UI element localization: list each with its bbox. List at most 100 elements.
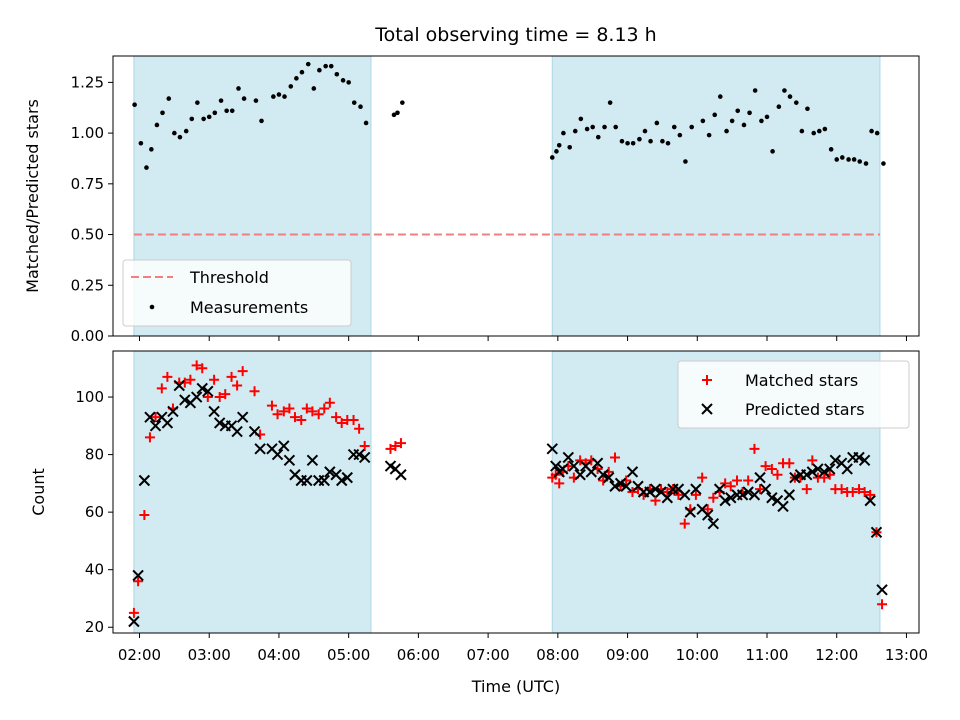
bottom-legend-box <box>677 360 910 429</box>
y-tick-label: 1.00 <box>71 124 104 142</box>
predicted-star-point <box>806 466 819 478</box>
matched-star-point <box>610 452 621 463</box>
matched-star-point <box>354 423 365 434</box>
measurement-point <box>358 104 363 110</box>
measurement-point <box>654 120 660 126</box>
measurement-point <box>735 108 741 114</box>
measurement-point <box>400 100 405 105</box>
measurement-point <box>602 124 607 130</box>
predicted-star-point <box>783 489 796 501</box>
matched-star-point <box>807 455 818 466</box>
matched-star-point <box>319 403 330 414</box>
x-tick-label: 08:00 <box>536 646 579 664</box>
predicted-star-point <box>812 463 824 475</box>
measurement-point <box>811 130 817 136</box>
matched-star-point <box>202 392 213 403</box>
matched-star-point <box>801 484 812 495</box>
matched-star-point <box>313 409 324 420</box>
measurement-point <box>549 155 555 160</box>
measurement-point <box>149 147 154 152</box>
predicted-star-point <box>557 463 569 475</box>
predicted-star-point <box>591 457 604 469</box>
measurement-point <box>881 161 886 166</box>
predicted-star-point <box>661 492 674 504</box>
matched-star-point <box>191 360 202 371</box>
measurement-point <box>340 78 346 83</box>
y-tick-label: 0.25 <box>71 276 104 294</box>
measurement-point <box>183 128 189 134</box>
predicted-star-point <box>725 492 737 504</box>
matched-star-point <box>220 389 231 400</box>
x-tick-label: 04:00 <box>257 646 300 664</box>
chart-title: Total observing time = 8.13 h <box>374 24 656 46</box>
predicted-star-point <box>679 489 691 501</box>
predicted-star-point <box>876 584 888 596</box>
predicted-star-point <box>173 379 185 392</box>
predicted-star-point <box>248 425 261 438</box>
predicted-star-point <box>138 474 151 487</box>
measurement-point <box>317 67 322 73</box>
predicted-star-point <box>213 417 226 429</box>
predicted-star-point <box>144 411 156 423</box>
measurement-point <box>759 118 764 124</box>
predicted-star-point <box>864 494 876 507</box>
matched-star-point <box>348 415 359 426</box>
measurement-point <box>619 138 625 144</box>
matched-star-point <box>272 409 283 420</box>
matched-star-point <box>266 400 277 411</box>
predicted-star-point <box>562 451 574 464</box>
measurement-point <box>793 100 799 105</box>
measurement-point <box>671 124 677 130</box>
measurement-point <box>160 110 165 116</box>
count-panel: 02:00 03:00 04:00 05:00 06:00 07:00 08:00 09:00… <box>29 350 928 664</box>
predicted-star-point <box>132 569 144 582</box>
measurement-point <box>305 61 311 67</box>
measurement-point <box>299 69 305 75</box>
predicted-star-point <box>353 448 365 461</box>
top-x-ticks <box>138 336 907 341</box>
measurement-point <box>689 124 695 130</box>
top-legend: Threshold Measurements <box>122 259 352 327</box>
measurement-point <box>271 94 276 99</box>
predicted-star-point <box>161 417 174 429</box>
measurement-point <box>863 161 869 166</box>
measurement-point <box>665 140 671 146</box>
measurement-point <box>869 128 874 134</box>
predicted-star-point <box>789 471 801 484</box>
predicted-star-point <box>620 480 632 492</box>
measurement-point <box>578 116 584 122</box>
predicted-star-point <box>278 440 290 452</box>
predicted-star-point <box>754 471 766 484</box>
predicted-star-point <box>546 443 558 455</box>
x-tick-label: 13:00 <box>885 646 928 664</box>
predicted-star-point <box>818 466 830 478</box>
matched-star-point <box>725 481 736 492</box>
matched-star-point <box>307 406 318 417</box>
matched-star-point <box>128 607 139 618</box>
measurement-point <box>822 126 828 132</box>
matched-star-point <box>708 492 719 503</box>
predicted-star-point <box>824 463 836 475</box>
measurement-point <box>747 110 752 116</box>
predicted-star-point <box>574 469 586 481</box>
measurement-point <box>724 128 729 134</box>
predicted-star-point <box>858 454 871 467</box>
predicted-star-point <box>128 615 140 628</box>
measurement-point <box>395 110 400 116</box>
predicted-star-point <box>254 443 266 455</box>
predicted-star-point <box>736 489 749 501</box>
matched-star-point <box>197 363 208 374</box>
predicted-legend-swatch <box>701 403 713 415</box>
measurement-point <box>834 157 840 162</box>
measurement-point <box>851 157 857 162</box>
measurement-point <box>625 140 630 146</box>
predicted-star-point <box>870 526 883 538</box>
matched-star-point <box>289 412 300 423</box>
top-y-ticks: 0.00 0.25 0.50 0.75 1.00 1.25 <box>71 73 113 345</box>
measurement-point <box>288 84 294 89</box>
measurements-legend-label: Measurements <box>190 298 308 317</box>
y-tick-label: 0.00 <box>71 327 104 345</box>
matched-star-point <box>784 458 795 469</box>
matched-star-point <box>749 443 760 454</box>
